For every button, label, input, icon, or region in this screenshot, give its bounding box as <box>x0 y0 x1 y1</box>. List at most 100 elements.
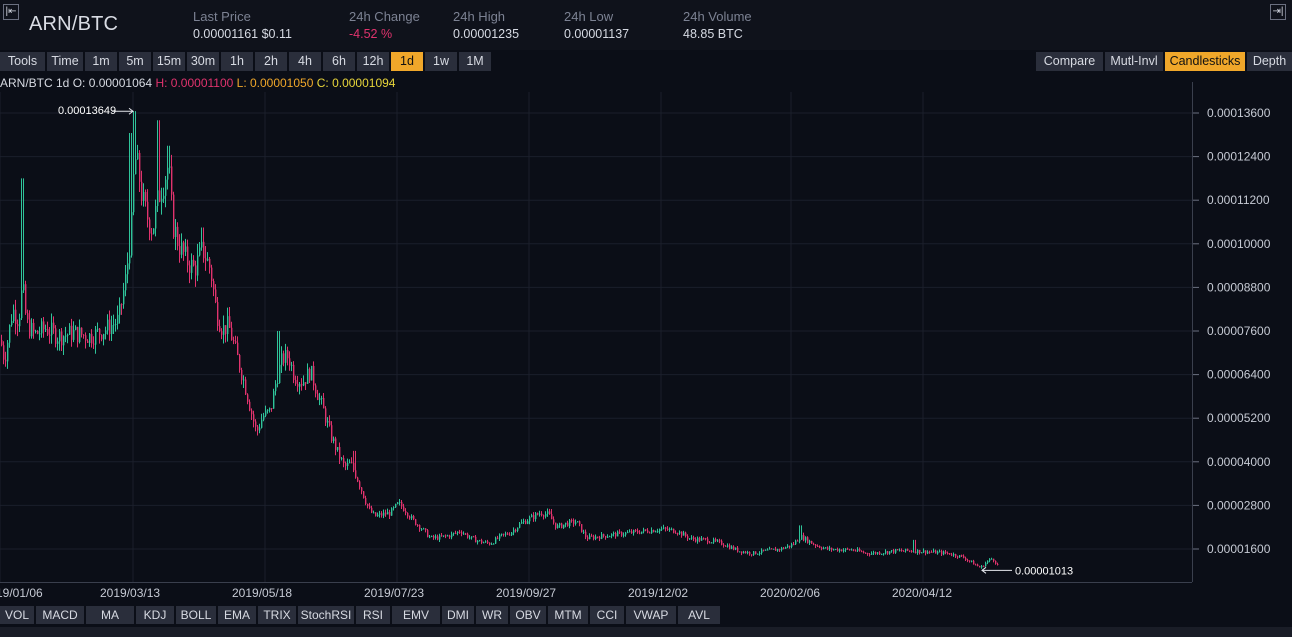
interval-5m-button[interactable]: 5m <box>119 52 151 71</box>
indicator-vwap-button[interactable]: VWAP <box>626 606 676 624</box>
interval-1d-button[interactable]: 1d <box>391 52 423 71</box>
interval-15m-button[interactable]: 15m <box>153 52 185 71</box>
interval-1h-button[interactable]: 1h <box>221 52 253 71</box>
candle-down <box>91 333 93 344</box>
candle-down <box>855 550 857 552</box>
pair-title: ARN/BTC <box>29 13 119 35</box>
candle-down <box>363 491 365 499</box>
candle-up <box>451 533 453 538</box>
candle-up <box>557 525 559 529</box>
candle-up <box>265 410 267 416</box>
candle-down <box>413 516 415 520</box>
candle-up <box>613 532 615 534</box>
indicator-trix-button[interactable]: TRIX <box>258 606 296 624</box>
indicator-obv-button[interactable]: OBV <box>510 606 546 624</box>
depth-button[interactable]: Depth <box>1247 52 1292 71</box>
candle-up <box>65 335 67 337</box>
candle-down <box>345 463 347 467</box>
indicator-kdj-button[interactable]: KDJ <box>136 606 174 624</box>
candle-up <box>261 419 263 428</box>
candle-down <box>733 546 735 550</box>
candle-up <box>291 364 293 366</box>
candle-down <box>359 481 361 488</box>
indicator-ema-button[interactable]: EMA <box>218 606 256 624</box>
candle-up <box>51 322 53 336</box>
candle-up <box>379 513 381 515</box>
candle-down <box>597 536 599 538</box>
candle-up <box>393 507 395 509</box>
indicator-boll-button[interactable]: BOLL <box>176 606 216 624</box>
candle-down <box>93 343 95 345</box>
multi-interval-button[interactable]: Mutl-Invl <box>1105 52 1163 71</box>
collapse-left-icon[interactable]: |⇤ <box>3 4 19 20</box>
candle-up <box>569 520 571 527</box>
candle-up <box>547 511 549 514</box>
interval-2h-button[interactable]: 2h <box>255 52 287 71</box>
indicator-stochrsi-button[interactable]: StochRSI <box>298 606 354 624</box>
candle-down <box>217 302 219 327</box>
compare-button[interactable]: Compare <box>1036 52 1103 71</box>
interval-1M-button[interactable]: 1M <box>459 52 491 71</box>
indicator-rsi-button[interactable]: RSI <box>356 606 390 624</box>
indicator-avl-button[interactable]: AVL <box>678 606 720 624</box>
indicator-ma-button[interactable]: MA <box>86 606 134 624</box>
indicator-cci-button[interactable]: CCI <box>590 606 624 624</box>
indicator-macd-button[interactable]: MACD <box>36 606 84 624</box>
candle-down <box>401 501 403 507</box>
candle-up <box>939 551 941 553</box>
interval-12h-button[interactable]: 12h <box>357 52 389 71</box>
indicator-dmi-button[interactable]: DMI <box>442 606 474 624</box>
candle-up <box>341 458 343 460</box>
candle-up <box>623 534 625 536</box>
y-tick-label: 0.00012400 <box>1207 150 1271 164</box>
interval-4h-button[interactable]: 4h <box>289 52 321 71</box>
candle-down <box>375 512 377 517</box>
candle-down <box>721 540 723 545</box>
candle-down <box>461 532 463 534</box>
candle-down <box>741 551 743 554</box>
candle-up <box>111 325 113 335</box>
candle-up <box>163 195 165 199</box>
candle-down <box>335 438 337 450</box>
candle-down <box>209 258 211 268</box>
candle-up <box>873 552 875 554</box>
candle-up <box>843 550 845 552</box>
candle-down <box>409 516 411 519</box>
candle-down <box>213 281 215 290</box>
time-button[interactable]: Time <box>47 52 83 71</box>
interval-1m-button[interactable]: 1m <box>85 52 117 71</box>
candle-down <box>821 547 823 549</box>
interval-6h-button[interactable]: 6h <box>323 52 355 71</box>
candle-up <box>153 228 155 234</box>
candle-up <box>267 409 269 411</box>
interval-30m-button[interactable]: 30m <box>187 52 219 71</box>
candle-down <box>719 540 721 542</box>
candlesticks-button[interactable]: Candlesticks <box>1165 52 1245 71</box>
candle-up <box>201 241 203 248</box>
x-tick-label: 2019/07/23 <box>364 586 424 600</box>
candle-down <box>797 540 799 542</box>
tools-button[interactable]: Tools <box>0 52 45 71</box>
candle-down <box>149 219 151 234</box>
candle-down <box>239 354 241 370</box>
candle-up <box>75 326 77 330</box>
indicator-wr-button[interactable]: WR <box>476 606 508 624</box>
indicator-emv-button[interactable]: EMV <box>392 606 440 624</box>
candle-up <box>39 333 41 335</box>
candle-up <box>759 552 761 554</box>
candle-up <box>337 447 339 450</box>
candle-up <box>13 309 15 322</box>
candle-up <box>981 565 983 568</box>
indicator-vol-button[interactable]: VOL <box>0 606 34 624</box>
candle-down <box>879 552 881 555</box>
expand-right-icon[interactable]: ⇥| <box>1270 4 1286 20</box>
indicator-mtm-button[interactable]: MTM <box>548 606 588 624</box>
candle-up <box>143 191 145 201</box>
candle-up <box>857 549 859 551</box>
candle-down <box>215 289 217 303</box>
candle-up <box>447 535 449 537</box>
candle-down <box>667 528 669 530</box>
interval-1w-button[interactable]: 1w <box>425 52 457 71</box>
candle-down <box>567 522 569 527</box>
